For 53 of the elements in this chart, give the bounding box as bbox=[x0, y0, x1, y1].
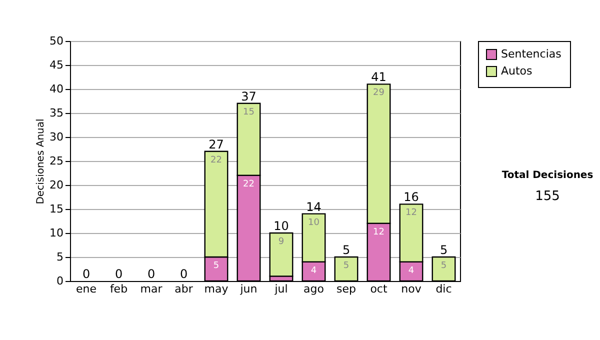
total-label: 5 bbox=[342, 243, 350, 257]
x-tick-label: may bbox=[204, 282, 229, 296]
text: 155 bbox=[534, 189, 561, 204]
y-tick-label: 20 bbox=[50, 178, 64, 192]
text: Total Decisiones bbox=[500, 170, 594, 181]
data-label: 15 bbox=[243, 107, 254, 118]
total-label: 0 bbox=[82, 267, 90, 281]
legend-label: Autos bbox=[501, 64, 533, 78]
total-label: 0 bbox=[114, 267, 123, 281]
y-tick-label: 30 bbox=[50, 130, 64, 144]
y-tick-label: 15 bbox=[50, 202, 64, 216]
total-label: 27 bbox=[208, 137, 224, 152]
total-label: 37 bbox=[241, 89, 256, 104]
legend-label: Sentencias bbox=[501, 48, 562, 60]
data-label: 5 bbox=[343, 261, 350, 271]
data-label: 9 bbox=[278, 237, 284, 247]
x-tick-label: ago bbox=[304, 282, 324, 296]
y-tick-label: 40 bbox=[50, 82, 64, 96]
x-tick-label: sep bbox=[336, 282, 356, 296]
total-label: 10 bbox=[274, 219, 289, 233]
total-label: 5 bbox=[440, 243, 448, 257]
y-tick-label: 25 bbox=[50, 154, 64, 168]
x-tick-label: nov bbox=[401, 282, 422, 296]
total-label: 14 bbox=[306, 200, 322, 214]
data-label: 22 bbox=[243, 179, 254, 190]
y-tick-label: 10 bbox=[50, 226, 64, 240]
total-label: 41 bbox=[371, 70, 386, 84]
x-tick-label: dic bbox=[436, 282, 452, 296]
y-tick-label: 5 bbox=[56, 250, 64, 264]
total-label: 0 bbox=[147, 267, 156, 281]
y-tick-label: 0 bbox=[56, 274, 64, 288]
data-label: 4 bbox=[408, 266, 414, 276]
y-axis-title: Decisiones Anual bbox=[36, 118, 47, 204]
y-tick-label: 50 bbox=[50, 34, 64, 48]
x-tick-label: mar bbox=[140, 282, 163, 296]
x-tick-label: jul bbox=[274, 282, 288, 296]
data-label: 29 bbox=[373, 88, 385, 98]
data-label: 5 bbox=[440, 261, 447, 271]
data-label: 4 bbox=[310, 266, 317, 276]
data-label: 22 bbox=[210, 155, 222, 166]
total-label: 16 bbox=[404, 190, 419, 204]
data-label: 12 bbox=[406, 208, 417, 218]
x-tick-label: oct bbox=[370, 282, 388, 296]
y-tick-label: 35 bbox=[50, 106, 64, 120]
data-label: 10 bbox=[308, 218, 320, 228]
x-tick-label: abr bbox=[174, 282, 194, 296]
x-tick-label: feb bbox=[110, 282, 128, 296]
x-tick-label: ene bbox=[76, 282, 97, 296]
y-tick-label: 45 bbox=[50, 58, 64, 72]
x-tick-label: jun bbox=[239, 282, 258, 296]
total-label: 0 bbox=[180, 267, 188, 281]
data-label: 5 bbox=[213, 261, 220, 271]
data-label: 12 bbox=[373, 227, 384, 238]
